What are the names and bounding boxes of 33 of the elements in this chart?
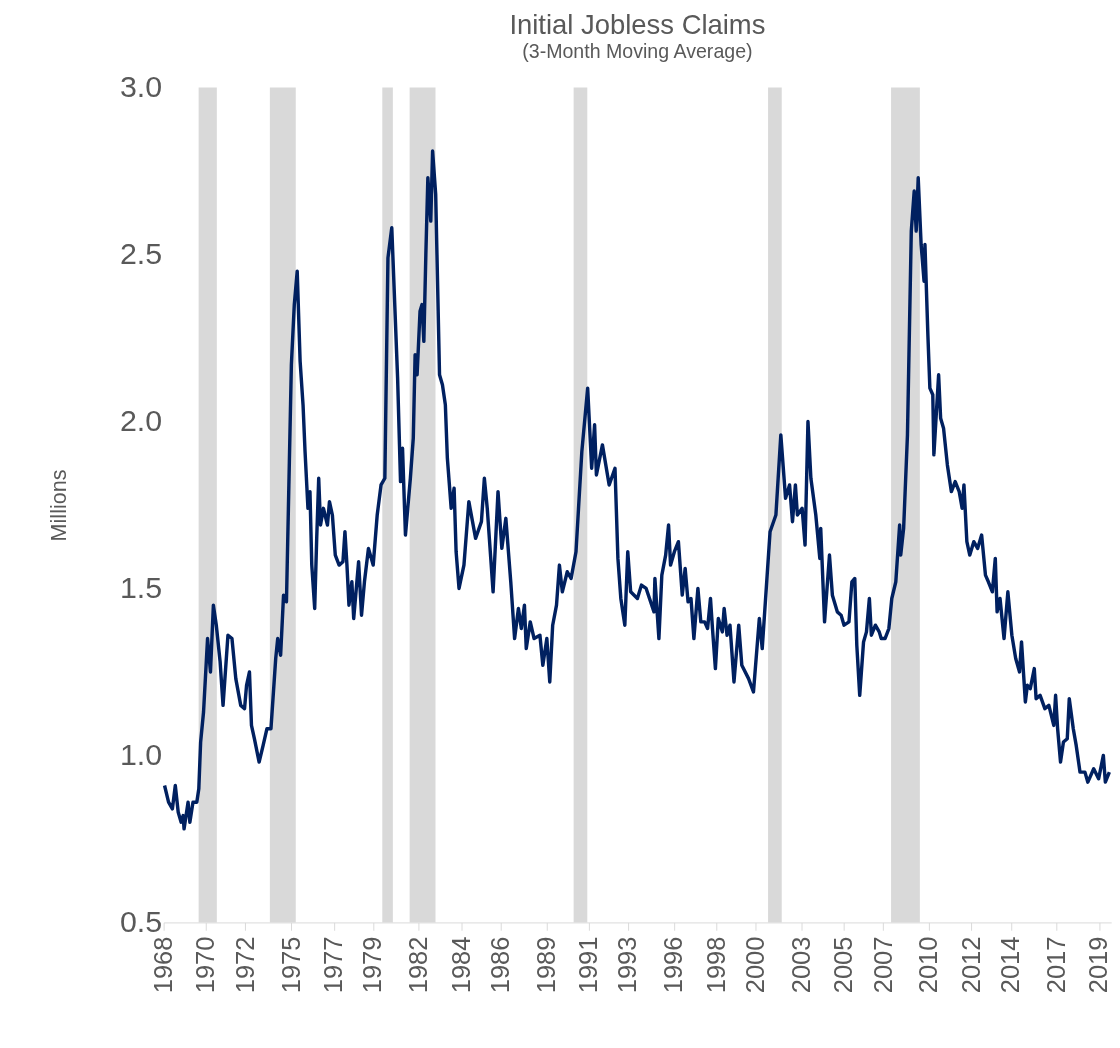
x-tick-label: 2019: [1084, 936, 1113, 994]
x-tick-label: 2010: [914, 936, 943, 994]
chart-title: Initial Jobless Claims: [509, 8, 766, 40]
x-tick-label: 1991: [574, 936, 603, 994]
x-tick-label: 1977: [319, 936, 348, 994]
x-tick-label: 2007: [868, 936, 897, 994]
x-tick-label: 1984: [446, 936, 475, 994]
y-tick-label: 1.0: [119, 737, 163, 771]
x-tick-label: 2003: [786, 936, 815, 994]
x-tick-label: 2014: [996, 936, 1025, 994]
x-tick-label: 1972: [230, 936, 259, 994]
y-tick-label: 1.5: [119, 570, 163, 604]
y-tick-label: 2.0: [119, 403, 163, 437]
x-tick-label: 1993: [613, 936, 642, 994]
x-tick-label: 2005: [829, 936, 858, 994]
x-tick-label: 2012: [956, 936, 985, 994]
x-tick-label: 2017: [1041, 936, 1070, 994]
y-tick-label: 2.5: [119, 236, 163, 270]
x-tick-label: 1968: [148, 936, 177, 994]
x-tick-label: 1998: [701, 936, 730, 994]
x-tick-label: 2000: [741, 936, 769, 994]
x-tick-label: 1979: [358, 936, 387, 994]
y-tick-label: 0.5: [119, 904, 163, 938]
x-tick-label: 1989: [531, 936, 560, 994]
x-tick-label: 1986: [485, 936, 514, 994]
x-tick-label: 1970: [191, 936, 220, 994]
y-axis-title: Millions: [46, 469, 72, 542]
x-tick-label: 1982: [404, 936, 433, 994]
x-tick-label: 1996: [659, 936, 688, 994]
line-series: [162, 149, 1112, 831]
chart-subtitle: (3-Month Moving Average): [522, 40, 753, 63]
y-tick-label: 3.0: [119, 69, 163, 103]
x-tick-label: 1975: [276, 936, 305, 994]
